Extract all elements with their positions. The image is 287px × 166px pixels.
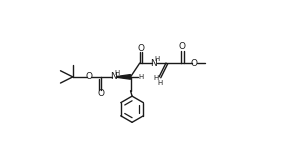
Text: O: O [137, 44, 144, 53]
Text: O: O [86, 72, 92, 81]
Text: H: H [157, 80, 162, 86]
Text: H: H [114, 70, 119, 76]
Polygon shape [117, 75, 131, 79]
Text: H: H [154, 56, 159, 62]
Text: H: H [153, 75, 158, 81]
Text: N: N [150, 59, 157, 68]
Text: N: N [110, 72, 117, 81]
Text: O: O [191, 59, 198, 68]
Text: O: O [97, 89, 104, 98]
Text: O: O [179, 42, 186, 51]
Text: H: H [139, 74, 144, 80]
